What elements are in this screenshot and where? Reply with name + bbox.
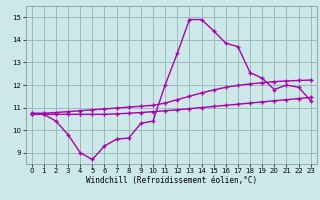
X-axis label: Windchill (Refroidissement éolien,°C): Windchill (Refroidissement éolien,°C) bbox=[86, 176, 257, 185]
